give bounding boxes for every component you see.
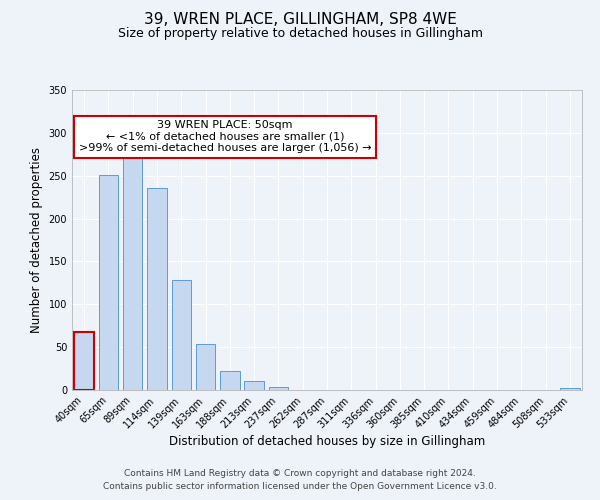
Text: 39, WREN PLACE, GILLINGHAM, SP8 4WE: 39, WREN PLACE, GILLINGHAM, SP8 4WE: [143, 12, 457, 28]
Text: Contains HM Land Registry data © Crown copyright and database right 2024.: Contains HM Land Registry data © Crown c…: [124, 468, 476, 477]
Bar: [196, 344, 215, 390]
X-axis label: Distribution of detached houses by size in Gillingham: Distribution of detached houses by size …: [169, 436, 485, 448]
Bar: [244, 382, 264, 390]
Bar: [560, 388, 580, 390]
Text: 39 WREN PLACE: 50sqm
← <1% of detached houses are smaller (1)
>99% of semi-detac: 39 WREN PLACE: 50sqm ← <1% of detached h…: [79, 120, 371, 153]
Bar: [147, 188, 167, 390]
Bar: [220, 371, 239, 390]
Bar: [99, 175, 118, 390]
Bar: [123, 145, 142, 390]
Bar: [74, 332, 94, 390]
Bar: [172, 280, 191, 390]
Y-axis label: Number of detached properties: Number of detached properties: [30, 147, 43, 333]
Text: Contains public sector information licensed under the Open Government Licence v3: Contains public sector information licen…: [103, 482, 497, 491]
Text: Size of property relative to detached houses in Gillingham: Size of property relative to detached ho…: [118, 28, 482, 40]
Bar: [269, 386, 288, 390]
